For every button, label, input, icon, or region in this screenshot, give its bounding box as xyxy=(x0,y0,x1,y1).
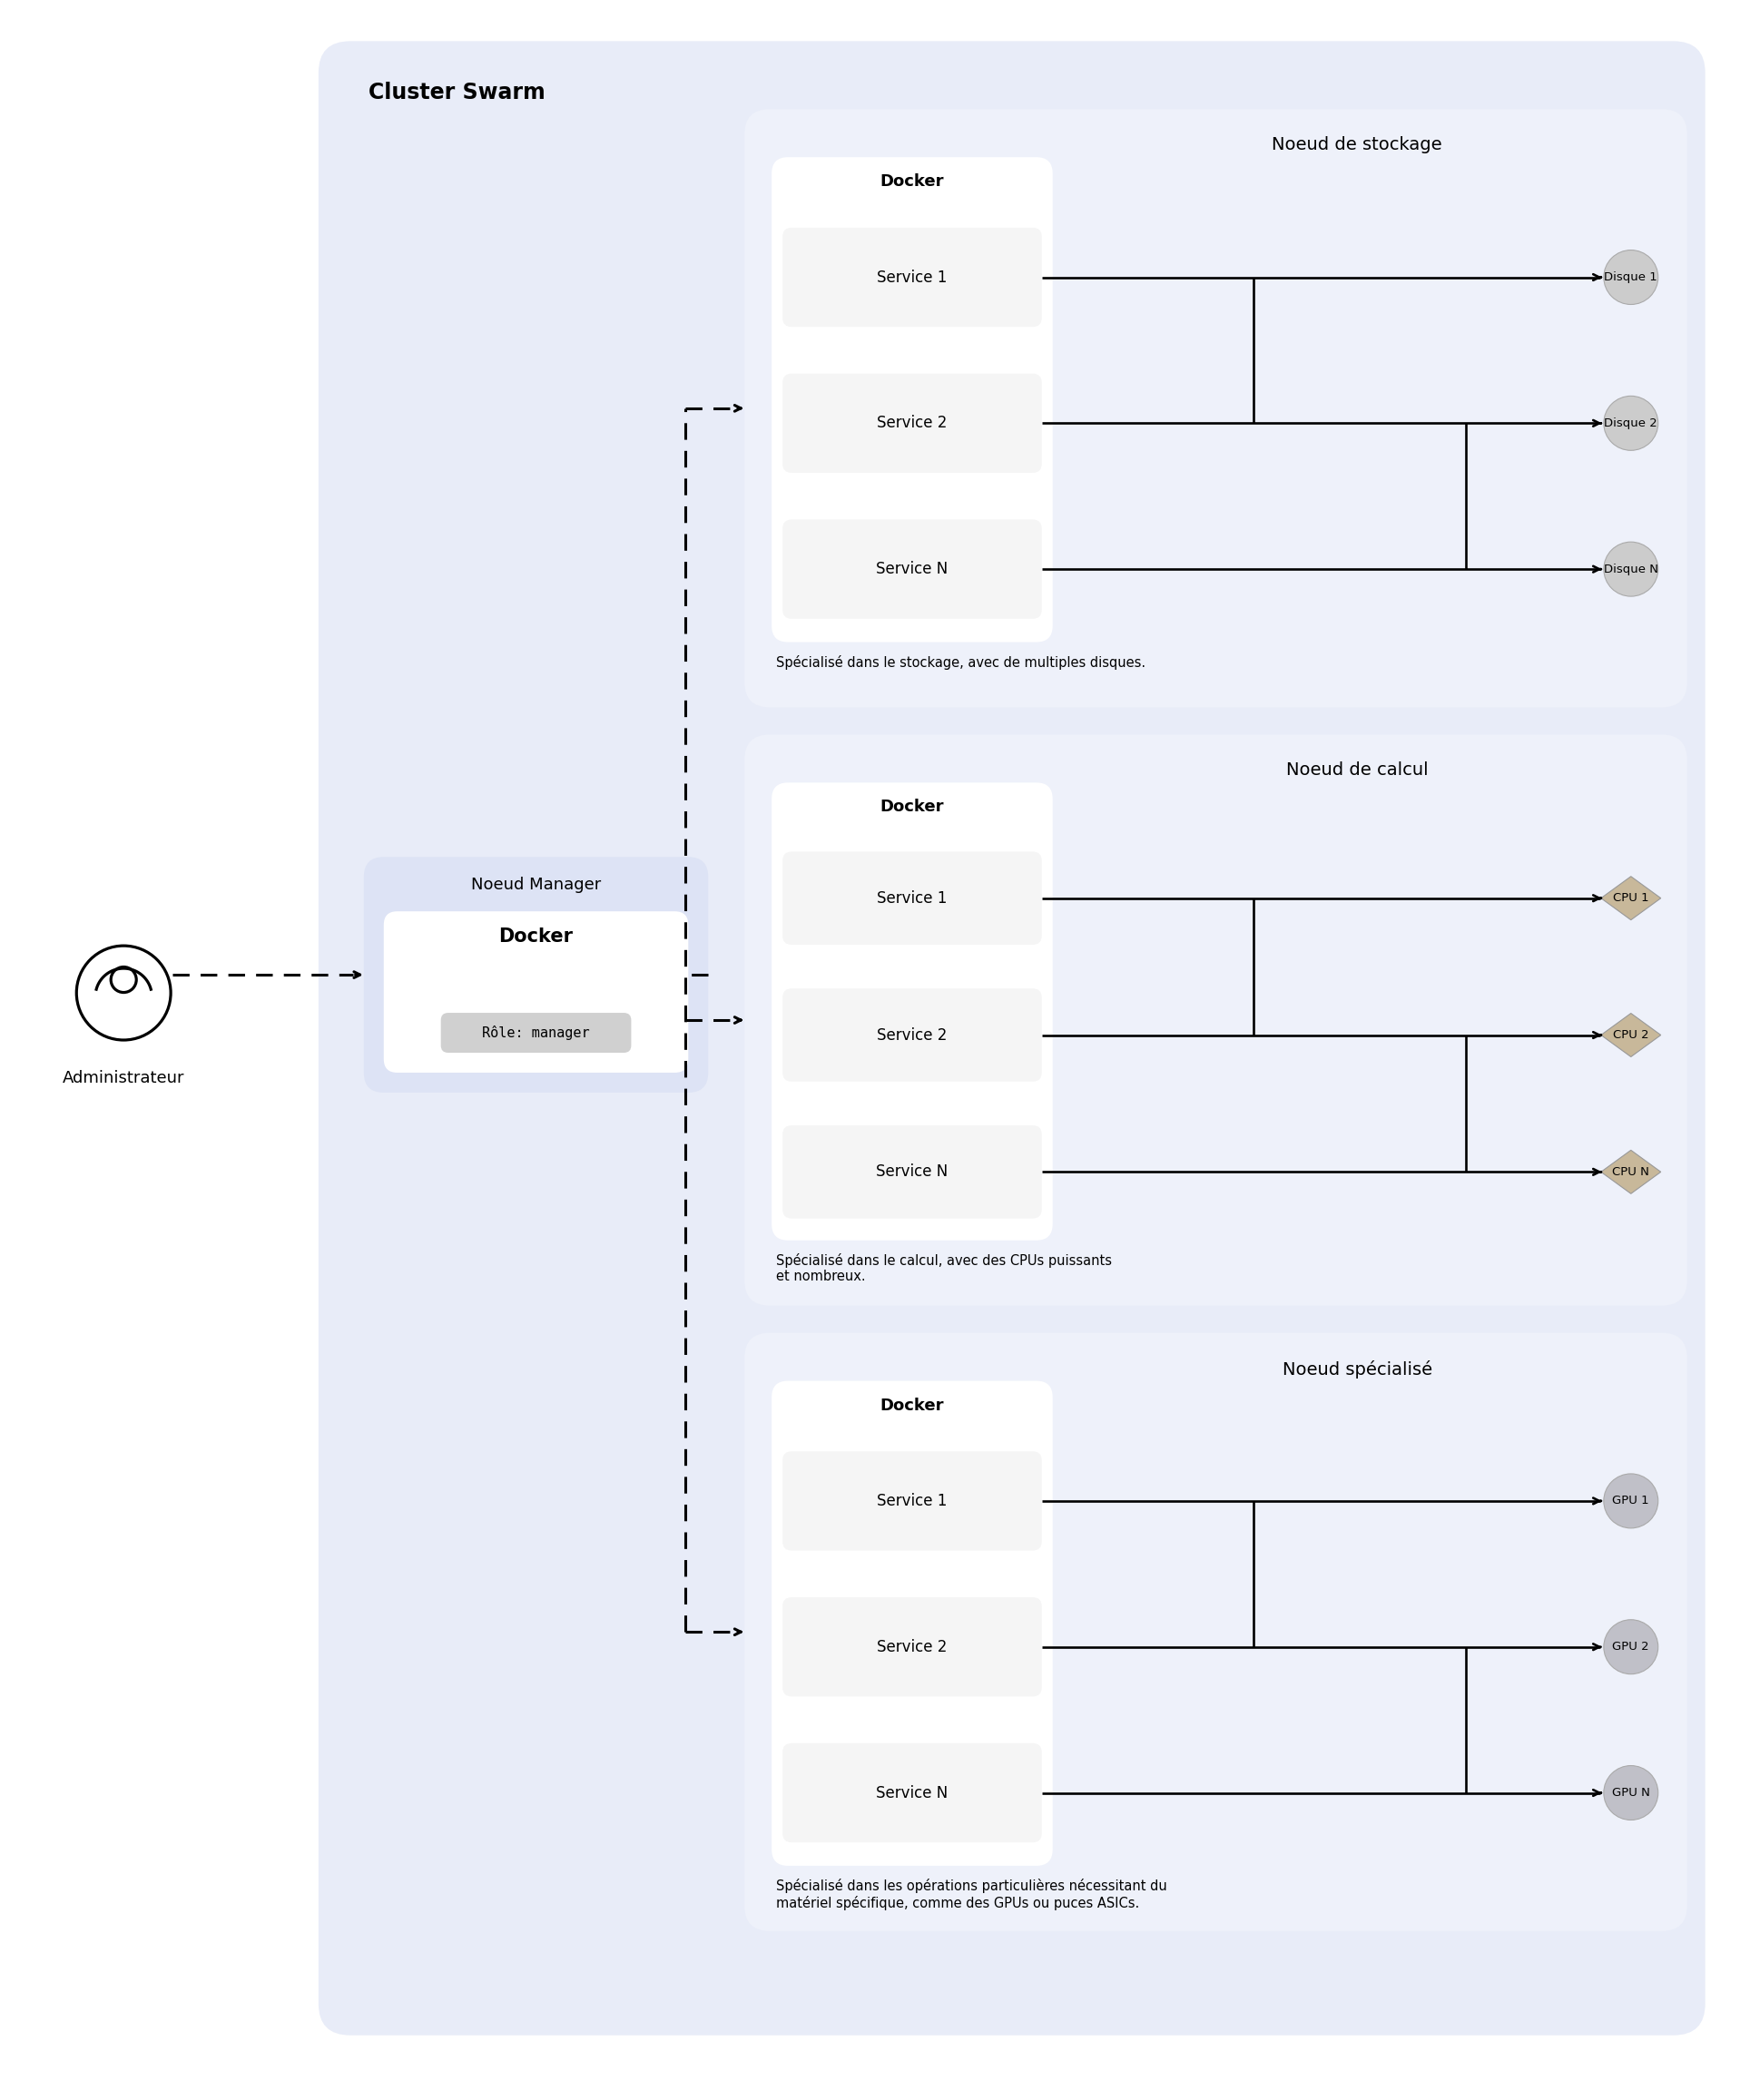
Circle shape xyxy=(1603,542,1657,596)
Text: Noeud de stockage: Noeud de stockage xyxy=(1272,136,1442,153)
FancyBboxPatch shape xyxy=(744,1334,1687,1932)
Text: Service N: Service N xyxy=(877,1163,949,1180)
Text: Service N: Service N xyxy=(877,1785,949,1802)
Text: Spécialisé dans le stockage, avec de multiples disques.: Spécialisé dans le stockage, avec de mul… xyxy=(777,655,1146,670)
FancyBboxPatch shape xyxy=(772,783,1054,1241)
Text: Spécialisé dans le calcul, avec des CPUs puissants
et nombreux.: Spécialisé dans le calcul, avec des CPUs… xyxy=(777,1254,1111,1283)
Text: GPU N: GPU N xyxy=(1612,1787,1650,1800)
Text: Docker: Docker xyxy=(880,798,945,815)
Text: CPU 1: CPU 1 xyxy=(1614,892,1648,905)
Text: Noeud Manager: Noeud Manager xyxy=(471,878,600,892)
FancyBboxPatch shape xyxy=(782,1451,1041,1550)
FancyBboxPatch shape xyxy=(772,1382,1054,1865)
Text: Noeud spécialisé: Noeud spécialisé xyxy=(1283,1361,1431,1378)
Text: CPU 2: CPU 2 xyxy=(1614,1029,1648,1042)
FancyBboxPatch shape xyxy=(782,519,1041,620)
FancyBboxPatch shape xyxy=(744,735,1687,1306)
Text: Service 2: Service 2 xyxy=(877,416,947,430)
Text: CPU N: CPU N xyxy=(1612,1166,1650,1178)
Text: Administrateur: Administrateur xyxy=(63,1069,186,1086)
Text: Service 2: Service 2 xyxy=(877,1027,947,1044)
Circle shape xyxy=(1603,397,1657,449)
FancyBboxPatch shape xyxy=(383,911,688,1073)
Polygon shape xyxy=(1601,1014,1661,1056)
FancyBboxPatch shape xyxy=(782,1598,1041,1697)
Text: Service 1: Service 1 xyxy=(877,1493,947,1510)
FancyBboxPatch shape xyxy=(782,853,1041,945)
FancyBboxPatch shape xyxy=(782,1743,1041,1842)
Circle shape xyxy=(1603,1766,1657,1821)
Text: Rôle: manager: Rôle: manager xyxy=(483,1025,590,1040)
Text: Docker: Docker xyxy=(880,1396,945,1413)
FancyBboxPatch shape xyxy=(782,227,1041,328)
Polygon shape xyxy=(1601,1151,1661,1193)
FancyBboxPatch shape xyxy=(782,1126,1041,1218)
Circle shape xyxy=(1603,1474,1657,1529)
Text: Cluster Swarm: Cluster Swarm xyxy=(368,82,544,103)
Text: Service 1: Service 1 xyxy=(877,890,947,907)
Text: Service 1: Service 1 xyxy=(877,269,947,286)
Text: Service N: Service N xyxy=(877,561,949,578)
FancyBboxPatch shape xyxy=(744,109,1687,708)
FancyBboxPatch shape xyxy=(782,374,1041,473)
Text: Docker: Docker xyxy=(880,174,945,189)
FancyBboxPatch shape xyxy=(441,1012,632,1052)
Text: Disque N: Disque N xyxy=(1603,563,1659,575)
FancyBboxPatch shape xyxy=(364,857,709,1092)
FancyBboxPatch shape xyxy=(782,989,1041,1082)
Text: Noeud de calcul: Noeud de calcul xyxy=(1286,762,1428,779)
Text: GPU 2: GPU 2 xyxy=(1612,1640,1648,1653)
Text: Disque 1: Disque 1 xyxy=(1605,271,1657,284)
Text: Docker: Docker xyxy=(499,928,574,945)
Polygon shape xyxy=(1601,876,1661,920)
Circle shape xyxy=(1603,250,1657,304)
FancyBboxPatch shape xyxy=(318,42,1704,2035)
Text: Disque 2: Disque 2 xyxy=(1605,418,1657,428)
Circle shape xyxy=(1603,1619,1657,1674)
FancyBboxPatch shape xyxy=(772,157,1054,643)
Text: GPU 1: GPU 1 xyxy=(1612,1495,1648,1508)
Text: Service 2: Service 2 xyxy=(877,1638,947,1655)
Text: Spécialisé dans les opérations particulières nécessitant du
matériel spécifique,: Spécialisé dans les opérations particuli… xyxy=(777,1880,1167,1909)
